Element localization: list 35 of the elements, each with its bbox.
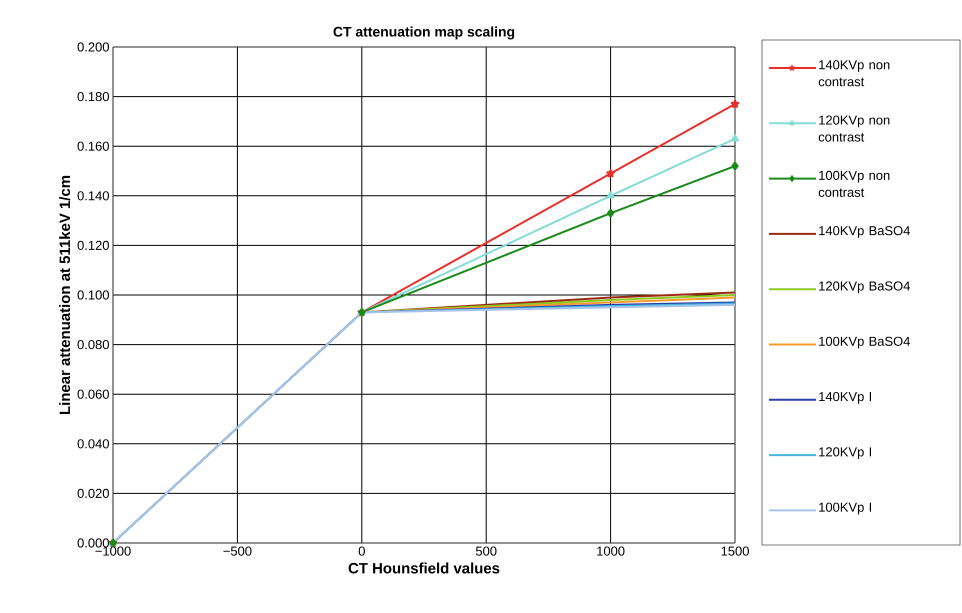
y-tick-label: 0.020 xyxy=(78,488,109,498)
y-tick-label: 0.120 xyxy=(78,240,109,250)
chart-title: CT attenuation map scaling xyxy=(334,26,514,40)
x-tick-label: −1000 xyxy=(95,546,131,556)
legend-label: 140KVp I xyxy=(819,392,872,404)
y-tick-label: 0.040 xyxy=(78,439,109,448)
legend-label: 100KVp BaSO4 xyxy=(819,336,910,348)
x-tick-label: 1000 xyxy=(597,546,625,556)
legend-label: 140KVp BaSO4 xyxy=(819,226,910,238)
x-tick-label: 500 xyxy=(476,546,497,556)
x-tick-label: 1500 xyxy=(722,546,749,556)
y-tick-label: 0.180 xyxy=(78,92,109,102)
point xyxy=(606,191,615,199)
point xyxy=(730,100,740,108)
point xyxy=(731,162,739,171)
legend-label: 120KVp BaSO4 xyxy=(819,281,910,294)
y-tick-label: 0.160 xyxy=(78,142,109,151)
y-tick-label: 0.200 xyxy=(78,42,109,52)
legend-label: 120KVp I xyxy=(819,447,872,460)
x-tick-label: 0 xyxy=(358,546,365,556)
legend-label: 100KVp I xyxy=(819,502,872,514)
point xyxy=(730,134,740,142)
legend-label: 100KVp non contrast xyxy=(818,170,890,197)
point xyxy=(606,208,614,218)
legend-label: 120KVp non contrast xyxy=(818,115,890,142)
y-tick-label: 0.100 xyxy=(78,290,109,300)
legend-label: 140KVp non contrast xyxy=(818,60,890,86)
point xyxy=(606,168,615,178)
y-tick-label: 0.060 xyxy=(78,390,109,399)
x-tick-label: −500 xyxy=(223,546,252,556)
y-tick-label: 0.140 xyxy=(78,191,109,200)
x-axis-title: CT Hounsfield values xyxy=(348,562,500,574)
y-axis-title: Linear attenuation at 511keV 1/cm xyxy=(59,176,70,414)
y-tick-label: 0.080 xyxy=(78,340,109,350)
y-tick-label: 0.000 xyxy=(78,538,109,548)
